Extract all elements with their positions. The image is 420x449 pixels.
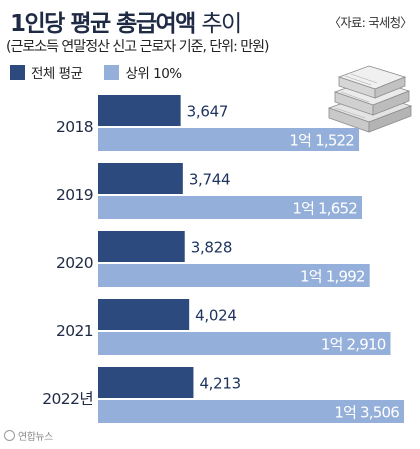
bar-top10-4: [98, 400, 404, 423]
bar-label-top10-1: 1억 1,652: [292, 200, 357, 218]
chart-title-main: 1인당 평균 총급여액: [10, 11, 196, 37]
bar-label-average-0: 3,647: [187, 103, 228, 121]
legend: 전체 평균 상위 10%: [10, 62, 204, 82]
legend-item-average: 전체 평균: [10, 62, 83, 82]
legend-swatch-top10: [104, 64, 120, 80]
logo-mark: [4, 430, 15, 441]
bar-top10-2: [98, 264, 370, 287]
category-label-3: 2021: [56, 322, 93, 340]
bar-average-2: [98, 231, 185, 262]
bar-label-average-3: 4,024: [195, 307, 236, 325]
category-label-1: 2019: [56, 186, 93, 204]
bar-label-top10-3: 1억 2,910: [321, 336, 386, 354]
legend-item-top10: 상위 10%: [104, 62, 182, 82]
bar-label-top10-2: 1억 1,992: [300, 268, 365, 286]
bar-label-top10-4: 1억 3,506: [334, 404, 399, 422]
logo-text: 연합뉴스: [18, 432, 53, 443]
chart-subtitle: (근로소득 연말정산 신고 근로자 기준, 단위: 만원): [6, 39, 270, 55]
agency-logo: 연합뉴스: [4, 428, 53, 443]
category-label-4: 2022년: [42, 390, 93, 408]
bar-average-0: [98, 95, 181, 126]
legend-label-average: 전체 평균: [31, 66, 83, 82]
money-stack-icon: [327, 65, 413, 133]
chart-title-suffix: 추이: [201, 11, 242, 37]
bar-average-3: [98, 299, 190, 330]
bar-label-average-2: 3,828: [191, 239, 232, 257]
bar-average-1: [98, 163, 183, 194]
bar-top10-1: [98, 196, 362, 219]
legend-label-top10: 상위 10%: [125, 66, 182, 82]
category-label-0: 2018: [56, 118, 93, 136]
bar-label-top10-0: 1억 1,522: [289, 132, 354, 150]
category-label-2: 2020: [56, 254, 93, 272]
bar-label-average-1: 3,744: [189, 171, 230, 189]
bar-average-4: [98, 367, 194, 398]
source-note: 〈자료: 국세청〉: [328, 15, 413, 30]
bar-top10-0: [98, 128, 360, 151]
bar-label-average-4: 4,213: [199, 375, 240, 393]
chart-title: 1인당 평균 총급여액 추이: [10, 4, 242, 38]
bar-top10-3: [98, 332, 391, 355]
legend-swatch-average: [10, 64, 25, 80]
